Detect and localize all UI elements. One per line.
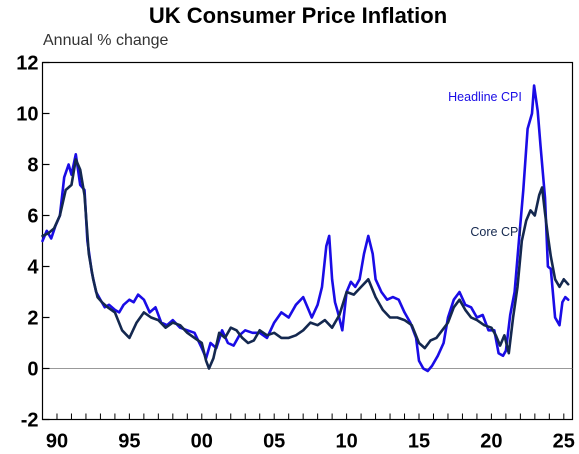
series-annotations: Headline CPI Core CPI — [448, 90, 522, 239]
y-tick-label: 8 — [27, 155, 38, 177]
x-tick-label: 10 — [335, 431, 357, 453]
series-lines — [41, 84, 570, 373]
x-tick-label: 00 — [191, 431, 213, 453]
y-tick-label: -2 — [21, 410, 39, 432]
y-tick-label: 0 — [27, 359, 38, 381]
annotation-core-cpi: Core CPI — [470, 225, 521, 239]
x-tick-label: 90 — [46, 431, 68, 453]
series-line-headline-cpi — [41, 84, 570, 373]
y-tick-label: 12 — [16, 53, 38, 75]
y-tick-label: 4 — [27, 257, 39, 279]
chart-title: UK Consumer Price Inflation — [149, 3, 447, 28]
annotation-headline-cpi: Headline CPI — [448, 90, 522, 104]
y-tick-label: 6 — [27, 206, 38, 228]
x-tick-label: 25 — [553, 431, 575, 453]
y-tick-label: 10 — [16, 104, 38, 126]
x-tick-label: 05 — [263, 431, 285, 453]
series-line-core-cpi — [41, 158, 570, 370]
x-tick-label: 15 — [408, 431, 430, 453]
x-axis: 90 95 00 05 10 15 20 25 — [42, 413, 575, 453]
x-tick-label: 95 — [118, 431, 140, 453]
y-tick-label: 2 — [27, 308, 38, 330]
x-tick-label: 20 — [480, 431, 502, 453]
y-axis-label: Annual % change — [43, 32, 169, 49]
y-axis: -2 0 2 4 6 8 10 12 — [16, 53, 50, 432]
plot-frame — [41, 61, 574, 421]
